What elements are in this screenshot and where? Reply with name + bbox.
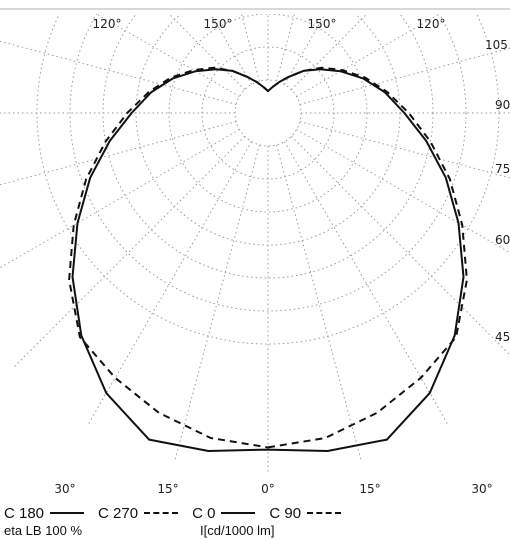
grid-spoke	[210, 14, 252, 85]
grid-spoke	[276, 144, 362, 461]
legend-item-c90: C 90	[269, 504, 342, 522]
radial-label: 105	[485, 38, 508, 52]
grid-ring	[168, 14, 368, 213]
grid-spoke	[299, 47, 510, 105]
grid-ring	[69, 14, 467, 312]
polar-grid	[0, 14, 510, 473]
grid-spoke	[13, 135, 246, 368]
grid-spoke	[284, 14, 326, 85]
grid-spoke	[299, 121, 510, 179]
grid-spoke	[168, 14, 246, 91]
angle-label-bottom: 0°	[261, 482, 275, 496]
grid-spoke	[95, 14, 240, 97]
intensity-curves	[68, 66, 468, 452]
legend-swatch-dashed	[307, 512, 342, 514]
angle-label-bottom: 30°	[54, 482, 75, 496]
angle-label-top: 120°	[93, 17, 122, 31]
angle-label-bottom: 15°	[157, 482, 178, 496]
center-disk	[236, 81, 300, 145]
radial-label: 90	[495, 98, 510, 112]
grid-spoke	[296, 129, 510, 254]
grid-spoke	[290, 14, 368, 91]
radial-label: 60	[495, 233, 510, 247]
angle-label-top: 150°	[204, 17, 233, 31]
curve-dashed	[68, 66, 468, 449]
legend-label: C 0	[192, 504, 216, 522]
legend-label: C 270	[98, 504, 139, 522]
polar-chart: 120° 150° 150° 120° 105 90 75 60 45 30° …	[0, 8, 510, 496]
legend-swatch-solid	[50, 512, 85, 514]
grid-spoke	[296, 14, 441, 97]
grid-spoke	[276, 14, 296, 82]
grid-spoke	[284, 141, 449, 426]
grid-spoke	[174, 144, 260, 461]
angle-label-top: 120°	[417, 17, 446, 31]
grid-spoke	[240, 14, 260, 82]
grid-spoke	[0, 129, 240, 269]
angle-label-bottom: 15°	[359, 482, 380, 496]
legend-item-c180: C 180	[4, 504, 85, 522]
legend: C 180 C 270 C 0 C 90	[4, 504, 355, 522]
grid-spoke	[290, 135, 510, 356]
radial-label: 45	[495, 330, 510, 344]
unit-label: I[cd/1000 lm]	[200, 523, 275, 538]
axis-labels: 120° 150° 150° 120° 105 90 75 60 45 30° …	[54, 17, 510, 496]
legend-swatch-solid	[221, 512, 256, 514]
angle-label-bottom: 30°	[471, 482, 492, 496]
legend-label: C 90	[269, 504, 302, 522]
angle-label-top: 150°	[308, 17, 337, 31]
grid-spoke	[87, 141, 252, 426]
legend-label: C 180	[4, 504, 45, 522]
legend-swatch-dashed	[144, 512, 179, 514]
grid-spoke	[0, 40, 237, 105]
legend-item-c270: C 270	[98, 504, 179, 522]
legend-item-c0: C 0	[192, 504, 256, 522]
radial-label: 75	[495, 162, 510, 176]
grid-spoke	[0, 121, 237, 186]
efficiency-label: eta LB 100 %	[4, 523, 83, 538]
